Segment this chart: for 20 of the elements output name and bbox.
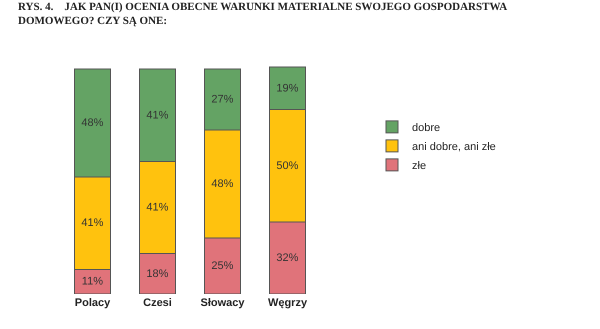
data-label: 18% [146, 268, 169, 280]
legend-label: ani dobre, ani złe [412, 141, 496, 154]
data-label: 32% [276, 252, 299, 264]
data-label: 41% [81, 217, 104, 230]
x-tick-label: Węgrzy [268, 297, 308, 309]
data-label: 41% [146, 201, 169, 214]
data-label: 27% [211, 94, 234, 106]
legend-label: złe [412, 160, 426, 172]
legend-label: dobre [412, 122, 440, 134]
data-label: 48% [81, 117, 104, 130]
data-label: 48% [211, 178, 234, 190]
data-label: 50% [276, 160, 299, 172]
chart-title: RYS. 4. JAK PAN(I) OCENIA OBECNE WARUNKI MATERIALNE SWOJEGO GOSPODARSTWA DOMOWEGO? CZY SĄ ONE: [18, 0, 508, 28]
data-label: 25% [211, 260, 234, 272]
x-tick-label: Polacy [74, 297, 112, 309]
data-label: 19% [276, 82, 299, 94]
data-label: 11% [82, 276, 104, 288]
x-tick-label: Czesi [143, 297, 172, 309]
x-tick-label: Słowacy [200, 297, 246, 309]
data-label: 41% [146, 109, 169, 122]
